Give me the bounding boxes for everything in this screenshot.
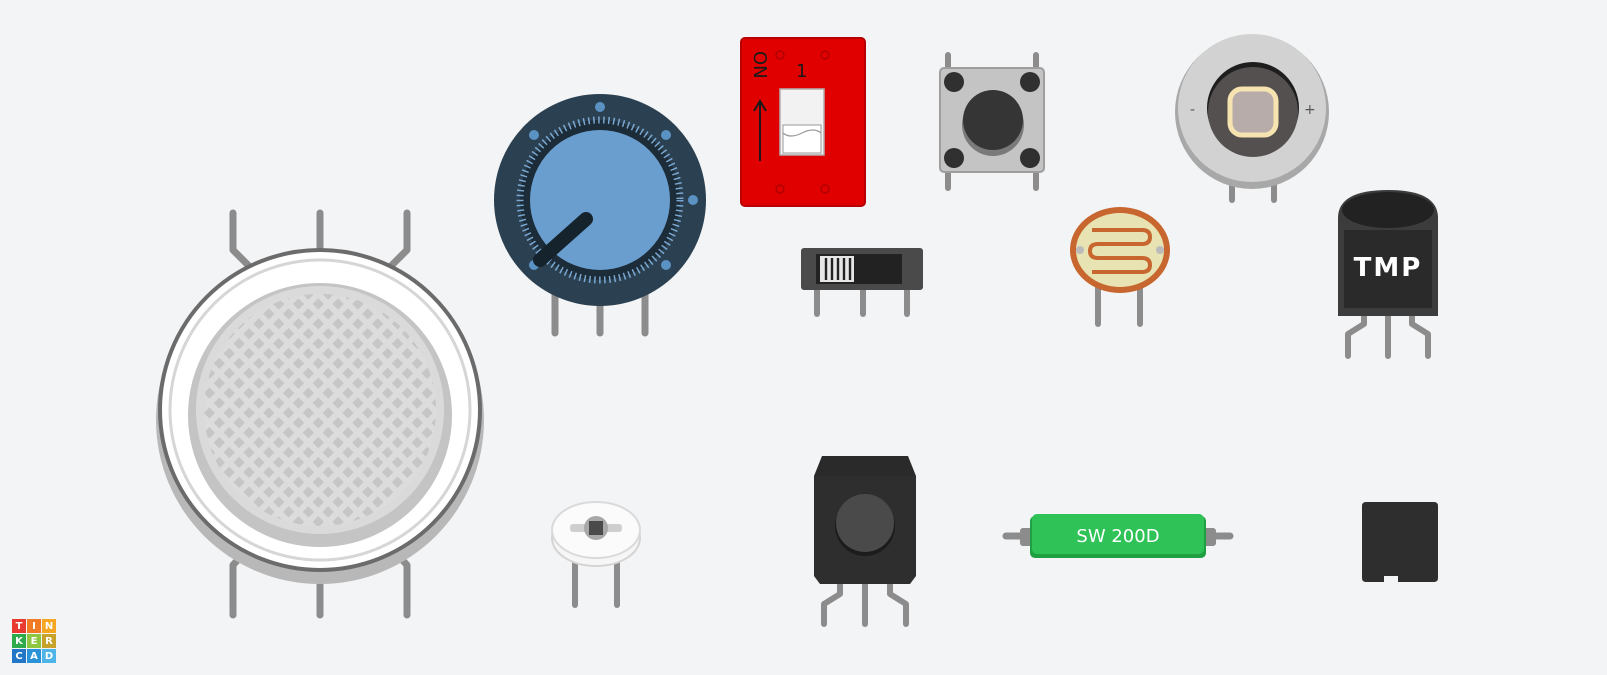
photoresistor[interactable] [1068,206,1172,332]
temperature-sensor[interactable]: TMP [1336,188,1440,360]
piezo-plus-label: + [1304,102,1316,118]
ir-receiver[interactable] [812,456,922,630]
slide-switch[interactable] [800,246,926,320]
force-sensor[interactable] [1358,502,1440,584]
logo-letter: K [12,634,26,648]
dip-number-label: 1 [796,61,807,82]
logo-letter: D [42,649,56,663]
pushbutton[interactable] [938,50,1048,195]
dip-switch[interactable]: ON 1 [740,37,866,207]
logo-letter: I [27,619,41,633]
logo-letter: N [42,619,56,633]
gas-sensor[interactable] [150,205,490,625]
logo-letter: R [42,634,56,648]
logo-letter: E [27,634,41,648]
logo-letter: C [12,649,26,663]
logo-letter: A [27,649,41,663]
tinkercad-logo[interactable]: T I N K E R C A D [12,619,56,663]
tilt-sensor[interactable]: SW 200D [1002,514,1234,564]
logo-letter: T [12,619,26,633]
piezo[interactable]: - + [1172,32,1332,207]
dip-on-label: ON [749,51,770,79]
tilt-sensor-label: SW 200D [1076,526,1159,547]
tmp-label: TMP [1354,253,1423,283]
potentiometer[interactable] [490,94,710,340]
piezo-minus-label: - [1190,102,1195,118]
pir-sensor[interactable] [550,490,644,612]
